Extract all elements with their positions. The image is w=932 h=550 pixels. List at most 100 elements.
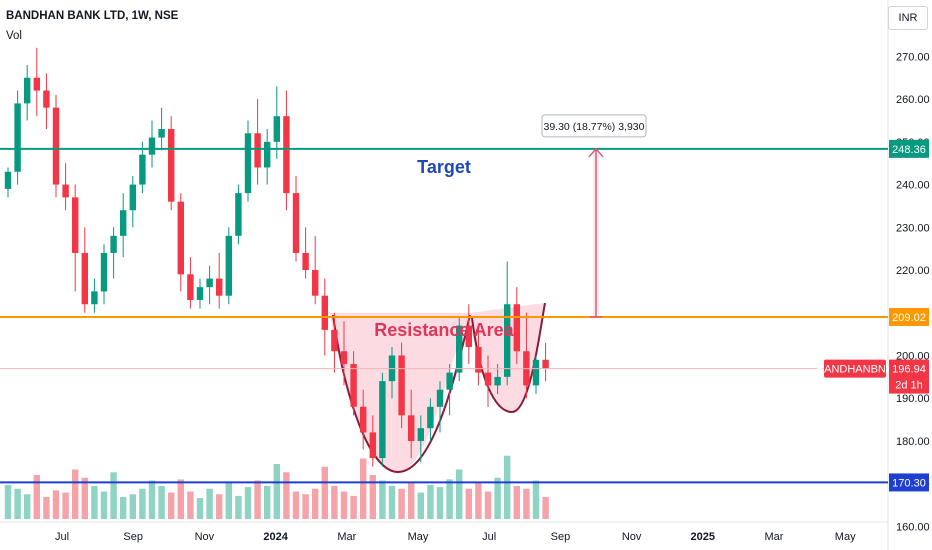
candle-body	[321, 295, 328, 330]
volume-bar	[187, 491, 194, 519]
measure-box	[541, 114, 647, 138]
volume-bar	[292, 491, 300, 519]
candle-body	[350, 364, 357, 407]
candle-body	[542, 359, 549, 369]
volume-bar	[283, 472, 290, 519]
volume-bar	[216, 494, 223, 519]
level-price-label: 170.30	[892, 477, 926, 489]
time-tick-label: May	[835, 531, 856, 543]
candle-body	[427, 406, 434, 429]
price-tick-label: 190.00	[896, 393, 930, 405]
price-tick-label: 180.00	[896, 436, 930, 448]
candle-body	[4, 171, 12, 189]
candle-body	[513, 304, 520, 352]
candle-body	[100, 252, 108, 292]
candle-body	[158, 129, 165, 138]
candle-body	[456, 325, 463, 373]
price-tick-label: 160.00	[896, 521, 930, 533]
measure-arrow-head	[588, 147, 604, 158]
volume-bar	[302, 494, 309, 519]
candle-body	[62, 184, 69, 198]
volume-bar	[52, 490, 60, 519]
volume-bar	[158, 486, 165, 519]
volume-bar	[379, 480, 386, 519]
volume-bar	[100, 491, 108, 519]
last-price-label: 196.94	[892, 364, 926, 376]
symbol-title: BANDHAN BANK LTD, 1W, NSE	[6, 10, 179, 22]
volume-bar	[532, 480, 540, 519]
volume-bar	[408, 483, 415, 519]
level-price-badge	[889, 473, 929, 492]
cup-curve	[332, 314, 471, 474]
candle-body	[139, 154, 146, 185]
volume-bar	[139, 488, 146, 519]
volume-bar	[494, 477, 501, 519]
price-tick-label: 230.00	[896, 222, 930, 234]
volume-bar	[72, 469, 79, 519]
candle-body	[292, 193, 300, 253]
volume-bar	[206, 488, 213, 519]
candle-body	[436, 389, 444, 407]
time-tick-label: Sep	[123, 531, 143, 543]
volume-bar	[62, 492, 69, 519]
volume-bar	[484, 491, 492, 519]
candle-body	[129, 184, 136, 211]
candle-body	[340, 351, 348, 365]
symbol-badge	[824, 359, 886, 378]
candle-body	[379, 381, 386, 459]
time-tick-label: Sep	[551, 531, 571, 543]
handle-curve	[471, 302, 546, 414]
volume-bar	[168, 492, 175, 519]
candle-body	[196, 287, 204, 300]
candle-body	[360, 406, 367, 433]
measure-label: 39.30 (18.77%) 3,930	[544, 121, 645, 133]
volume-bar	[235, 495, 242, 519]
candle-body	[484, 372, 492, 386]
volume-bar	[436, 487, 444, 519]
volume-bar	[465, 488, 472, 519]
volume-bar	[91, 486, 98, 519]
volume-bar	[4, 484, 12, 519]
candle-body	[24, 77, 31, 104]
volume-label: Vol	[6, 30, 22, 42]
time-tick-label: May	[408, 531, 429, 543]
time-tick-label: Mar	[337, 531, 356, 543]
volume-bar	[254, 480, 261, 519]
currency-button[interactable]: INR	[888, 6, 928, 30]
volume-bar	[542, 497, 549, 519]
candle-body	[283, 116, 290, 194]
volume-bar	[427, 484, 434, 519]
candle-body	[408, 415, 415, 441]
candle-body	[244, 133, 252, 194]
volume-bar	[504, 455, 511, 519]
time-tick-label: 2024	[263, 531, 288, 543]
volume-bar	[398, 488, 405, 519]
volume-bar	[513, 486, 520, 519]
candle-body	[168, 129, 175, 202]
candle-body	[302, 252, 309, 271]
volume-bar	[475, 483, 482, 519]
time-tick-label: Jul	[55, 531, 69, 543]
candle-body	[465, 325, 472, 347]
symbol-badge-label: BANDHANBNK	[817, 364, 894, 376]
volume-bar	[350, 495, 357, 519]
price-tick-label: 200.00	[896, 351, 930, 363]
countdown-label: 2d 1h	[895, 380, 923, 392]
candle-body	[504, 304, 511, 377]
candle-body	[43, 90, 50, 108]
candle-body	[52, 107, 60, 185]
volume-bar	[33, 475, 40, 519]
volume-bar	[110, 472, 117, 519]
candle-body	[235, 193, 242, 236]
candle-body	[177, 201, 184, 275]
candle-body	[417, 428, 424, 441]
candle-body	[225, 235, 232, 296]
resistance-annotation: Resistance Area	[374, 320, 514, 340]
candle-body	[14, 103, 21, 172]
volume-bar	[81, 477, 88, 519]
volume-bar	[446, 479, 453, 519]
volume-bar	[312, 488, 319, 519]
candle-body	[216, 278, 223, 296]
candle-body	[369, 432, 376, 459]
